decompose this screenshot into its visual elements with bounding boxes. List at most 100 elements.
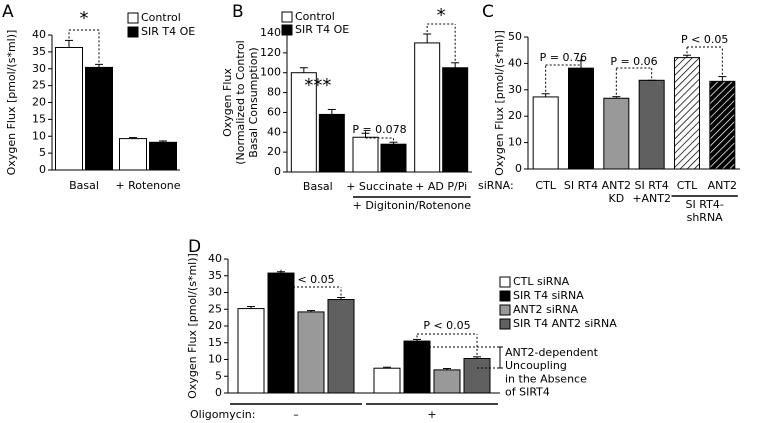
x-tick-label: + Rotenone: [115, 179, 180, 192]
y-tick-label: 0: [215, 386, 222, 399]
legend-label: CTL siRNA: [513, 275, 570, 288]
legend-label: SIR T4 OE: [141, 25, 195, 38]
annotation: P = 0.76: [540, 51, 587, 64]
y-tick-label: 140: [260, 26, 281, 39]
x-tick-label: +: [427, 408, 436, 421]
y-tick-label: 35: [208, 269, 222, 282]
group-label: SI RT4-shRNA: [686, 198, 724, 224]
legend-label: SIR T4 OE: [295, 23, 349, 36]
bar: [352, 136, 379, 173]
group-label: + Digitonin/Rotenone: [353, 199, 472, 212]
bar: [373, 367, 401, 394]
legend-swatch: [281, 24, 293, 36]
y-tick-label: 60: [267, 105, 281, 118]
annotation: *: [437, 5, 446, 26]
legend-swatch: [499, 290, 511, 302]
panel-letter: D: [188, 237, 201, 257]
bar: [403, 340, 431, 394]
legend-swatch: [499, 318, 511, 330]
y-axis-label: Oxygen Flux [pmol/(s*ml)]: [186, 253, 199, 399]
bar: [267, 272, 295, 394]
annotation: P < 0.05: [287, 273, 334, 286]
x-tick-label: SI RT4 +ANT2: [632, 179, 671, 205]
y-tick-label: 10: [32, 129, 46, 142]
y-tick-label: 25: [32, 79, 46, 92]
y-tick-label: 15: [32, 112, 46, 125]
note: ANT2-dependent Uncoupling in the Absence of…: [505, 346, 599, 399]
bar: [568, 67, 594, 170]
y-tick-label: 15: [208, 336, 222, 349]
y-tick-label: 20: [267, 145, 281, 158]
legend-swatch: [281, 11, 293, 23]
panel-letter: B: [232, 2, 244, 22]
y-tick-label: 0: [39, 163, 46, 176]
annotation: P < 0.05: [681, 33, 728, 46]
bar: [433, 369, 461, 394]
x-tick-label: Basal: [69, 179, 99, 192]
y-axis-label: Oxygen Flux [pmol/(s*ml)]: [493, 30, 506, 176]
bar: [414, 42, 441, 173]
x-tick-label: + Succinate: [346, 180, 413, 193]
annotation: *: [80, 8, 89, 29]
y-tick-label: 50: [508, 30, 522, 43]
x-tick-label: CTL: [535, 179, 556, 192]
legend-label: ANT2 siRNA: [513, 303, 579, 316]
y-tick-label: 35: [32, 45, 46, 58]
bar: [55, 46, 83, 171]
y-tick-label: 80: [267, 86, 281, 99]
bar: [327, 299, 355, 394]
bar: [237, 308, 265, 394]
y-tick-label: 120: [260, 46, 281, 59]
x-tick-label: ANT2 KD: [602, 179, 631, 205]
legend-swatch: [499, 276, 511, 288]
bar: [532, 96, 559, 170]
y-tick-label: 10: [508, 136, 522, 149]
y-tick-label: 40: [267, 125, 281, 138]
legend-label: Control: [141, 11, 181, 24]
x-tick-label: Basal: [303, 180, 333, 193]
legend-label: SIR T4 ANT2 siRNA: [513, 317, 617, 330]
bar: [119, 138, 147, 171]
bar: [380, 143, 407, 173]
legend-swatch: [127, 12, 139, 24]
bar: [442, 67, 469, 173]
y-tick-label: 20: [208, 319, 222, 332]
bar: [603, 97, 630, 170]
y-tick-label: 30: [508, 83, 522, 96]
bar: [709, 80, 736, 170]
legend-label: Control: [295, 10, 335, 23]
y-tick-label: 40: [208, 252, 222, 265]
bar: [149, 141, 177, 171]
legend-swatch: [499, 304, 511, 316]
y-tick-label: 40: [508, 56, 522, 69]
bar: [85, 66, 113, 171]
bar: [674, 57, 700, 170]
y-tick-label: 0: [515, 162, 522, 175]
x-tick-label: ANT2: [708, 179, 737, 192]
annotation: P = 0.06: [610, 55, 657, 68]
x-tick-label: + AD P/Pi: [415, 180, 467, 193]
y-tick-label: 5: [215, 369, 222, 382]
y-tick-label: 0: [274, 165, 281, 178]
y-tick-label: 40: [32, 28, 46, 41]
y-tick-label: 20: [32, 96, 46, 109]
y-tick-label: 10: [208, 353, 222, 366]
y-tick-label: 30: [32, 62, 46, 75]
y-tick-label: 25: [208, 302, 222, 315]
annotation: ***: [304, 75, 331, 96]
y-tick-label: 20: [508, 109, 522, 122]
bar: [297, 311, 325, 394]
legend-swatch: [127, 26, 139, 38]
y-axis-label: Oxygen Flux(Normalized to ControlBasal C…: [221, 40, 260, 164]
x-prefix: siRNA:: [478, 179, 514, 192]
annotation: P < 0.05: [423, 319, 470, 332]
panel-letter: A: [2, 2, 14, 22]
x-prefix: Oligomycin:: [190, 408, 256, 421]
x-tick-label: –: [293, 408, 299, 421]
x-tick-label: SI RT4: [564, 179, 598, 192]
y-tick-label: 30: [208, 286, 222, 299]
y-tick-label: 5: [39, 146, 46, 159]
bar: [463, 357, 491, 394]
bar: [638, 79, 665, 170]
